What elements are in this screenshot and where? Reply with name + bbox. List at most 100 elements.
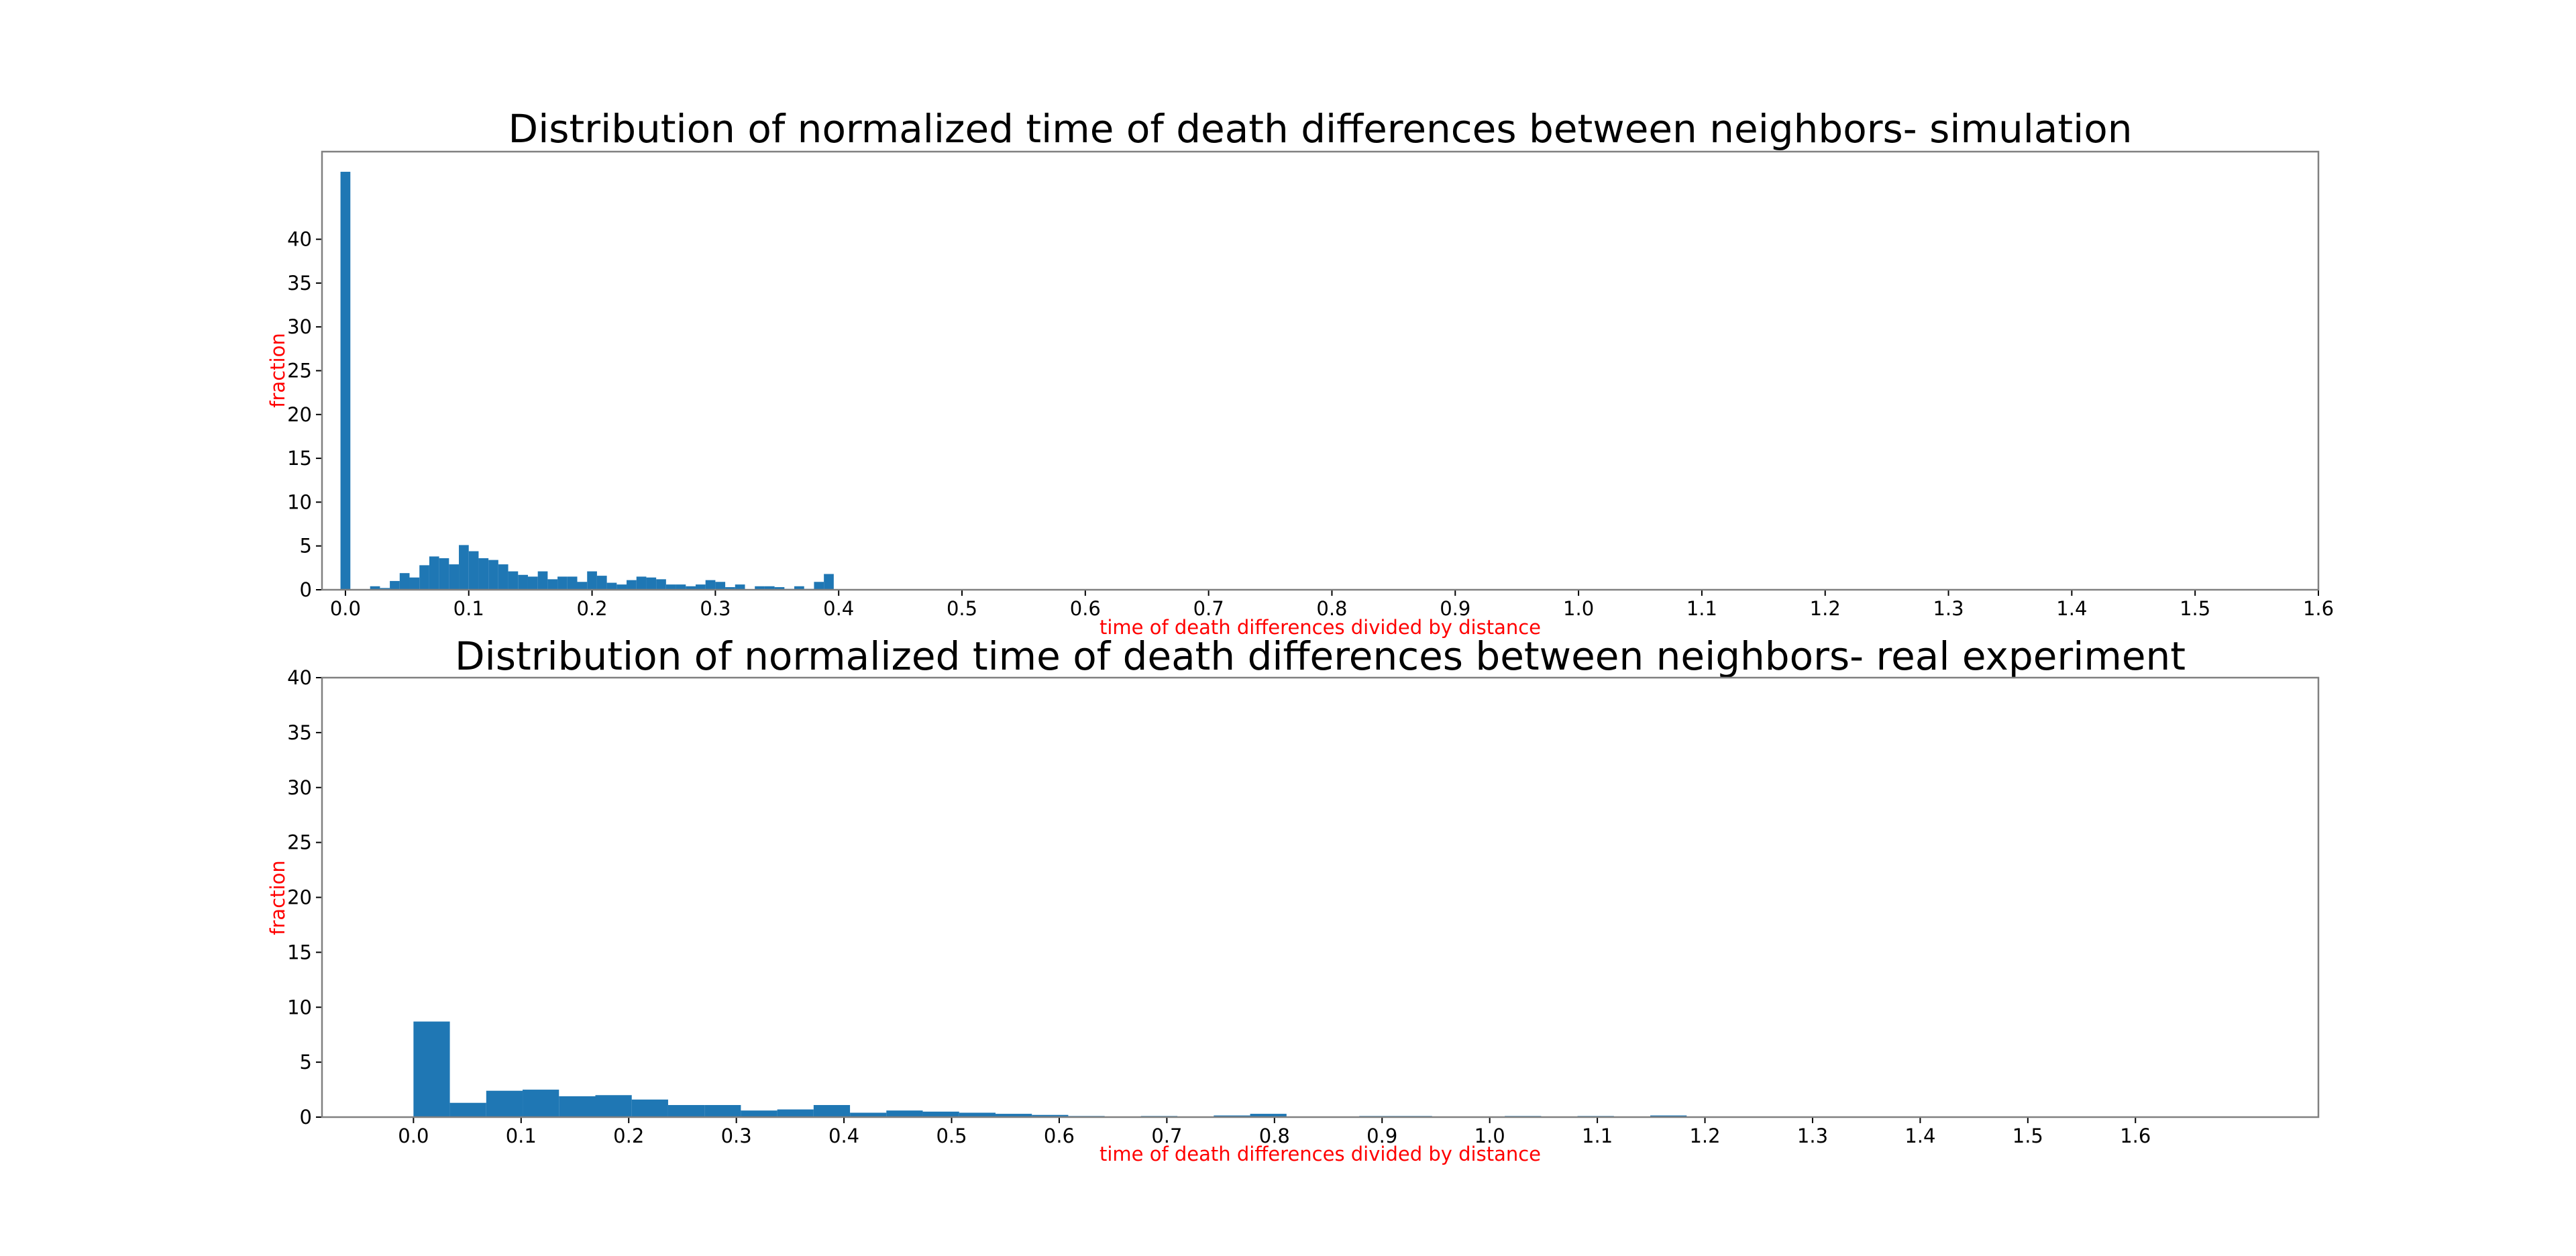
simulation-bar (814, 582, 824, 590)
real-experiment-y-tick-label: 35 (287, 721, 312, 744)
simulation-y-tick-label: 5 (300, 535, 312, 558)
simulation-bar (715, 582, 726, 590)
real-experiment-bar (813, 1104, 851, 1117)
simulation-bar (449, 564, 460, 590)
simulation-x-tick-label: 0.4 (823, 597, 854, 620)
real-experiment-x-tick-label: 1.5 (2012, 1124, 2043, 1147)
simulation-bar (606, 582, 617, 590)
real-experiment-chart: Distribution of normalized time of death… (266, 633, 2320, 1165)
simulation-x-tick-label: 0.3 (700, 597, 731, 620)
simulation-bar (340, 172, 351, 590)
simulation-axes-frame (321, 150, 2320, 591)
simulation-bar (794, 586, 804, 590)
simulation-x-axis-ticks: 0.0 0.1 0.2 0.3 0.4 0.5 0.6 0.7 0.8 0.9 1.0 1.1 1.2 1… (330, 590, 2334, 620)
real-experiment-bar (1250, 1114, 1287, 1117)
simulation-bar (656, 579, 666, 590)
simulation-chart: Distribution of normalized time of death… (266, 106, 2334, 639)
simulation-bar (676, 584, 686, 590)
simulation-x-tick-label: 0.5 (947, 597, 977, 620)
simulation-bar (399, 573, 410, 590)
simulation-y-tick-label: 35 (287, 272, 312, 295)
real-experiment-x-tick-label: 1.2 (1689, 1124, 1720, 1147)
real-experiment-x-tick-label: 0.3 (721, 1124, 752, 1147)
real-experiment-bar (631, 1099, 668, 1117)
real-experiment-bar (995, 1114, 1032, 1117)
simulation-x-tick-label: 0.8 (1316, 597, 1347, 620)
simulation-x-tick-label: 0.2 (576, 597, 607, 620)
simulation-y-tick-label: 25 (287, 360, 312, 382)
real-experiment-bar (486, 1090, 523, 1117)
real-experiment-bar (922, 1111, 959, 1117)
simulation-bar (587, 571, 597, 590)
simulation-bar (567, 576, 578, 590)
simulation-bar (824, 574, 834, 590)
real-experiment-y-tick-label: 30 (287, 776, 312, 799)
simulation-bar (380, 588, 390, 590)
simulation-bar (537, 571, 548, 590)
simulation-bar (547, 579, 558, 590)
simulation-bar (616, 584, 627, 590)
simulation-x-tick-label: 0.7 (1193, 597, 1224, 620)
real-experiment-x-tick-label: 0.5 (936, 1124, 967, 1147)
simulation-bar (705, 580, 716, 590)
simulation-x-tick-label: 0.0 (330, 597, 361, 620)
real-experiment-y-tick-label: 0 (300, 1106, 312, 1129)
simulation-y-axis-ticks: 0 5 10 15 20 25 30 35 40 (287, 228, 322, 601)
simulation-x-tick-label: 0.6 (1070, 597, 1101, 620)
real-experiment-x-axis-ticks: 0.0 0.1 0.2 0.3 0.4 0.5 0.6 0.7 0.8 0.9 1.0 1.1 1.2 1… (398, 1117, 2151, 1147)
simulation-bar (370, 586, 380, 590)
real-experiment-bar (1032, 1114, 1069, 1117)
simulation-bar (596, 576, 607, 590)
simulation-bar (735, 584, 745, 590)
simulation-bar (577, 582, 588, 590)
simulation-bar (636, 576, 647, 590)
simulation-x-tick-label: 1.0 (1563, 597, 1594, 620)
simulation-x-tick-label: 1.6 (2303, 597, 2334, 620)
simulation-bar (695, 584, 706, 590)
real-experiment-x-axis-label: time of death differences divided by dis… (1099, 1143, 1541, 1165)
real-experiment-x-tick-label: 1.0 (1474, 1124, 1505, 1147)
simulation-bar (646, 577, 657, 590)
real-experiment-y-tick-label: 25 (287, 831, 312, 854)
simulation-x-tick-label: 1.3 (1933, 597, 1964, 620)
simulation-chart-title: Distribution of normalized time of death… (508, 106, 2133, 152)
simulation-bar (764, 586, 775, 590)
simulation-bars (340, 172, 834, 590)
real-experiment-x-tick-label: 1.3 (1797, 1124, 1828, 1147)
real-experiment-bar (850, 1112, 887, 1117)
simulation-x-axis-label: time of death differences divided by dis… (1099, 616, 1541, 639)
real-experiment-bar (595, 1095, 632, 1117)
simulation-bar (468, 551, 479, 590)
simulation-bar (725, 587, 735, 590)
real-experiment-y-axis-label: fraction (266, 860, 289, 935)
real-experiment-y-tick-label: 10 (287, 996, 312, 1018)
simulation-x-tick-label: 1.2 (1810, 597, 1841, 620)
simulation-bar (459, 545, 469, 590)
real-experiment-bars (413, 1021, 2196, 1117)
simulation-bar (518, 574, 528, 590)
real-experiment-bar (886, 1110, 923, 1117)
simulation-bar (419, 565, 429, 590)
real-experiment-bar (413, 1021, 450, 1117)
simulation-bar (390, 580, 400, 590)
real-experiment-bar (667, 1104, 705, 1117)
real-experiment-chart-title: Distribution of normalized time of death… (455, 633, 2186, 679)
simulation-bar (527, 576, 538, 590)
simulation-x-tick-label: 0.9 (1440, 597, 1470, 620)
real-experiment-x-tick-label: 0.9 (1366, 1124, 1397, 1147)
simulation-bar (665, 584, 676, 590)
simulation-bar (557, 576, 568, 590)
real-experiment-bar (741, 1110, 777, 1117)
simulation-bar (478, 558, 489, 590)
real-experiment-x-tick-label: 0.7 (1151, 1124, 1182, 1147)
simulation-y-tick-label: 10 (287, 490, 312, 513)
real-experiment-y-tick-label: 40 (287, 666, 312, 689)
simulation-x-tick-label: 0.1 (453, 597, 484, 620)
real-experiment-x-tick-label: 1.1 (1582, 1124, 1613, 1147)
simulation-x-tick-label: 1.1 (1686, 597, 1717, 620)
real-experiment-bar (523, 1090, 559, 1117)
simulation-bar (686, 586, 696, 590)
real-experiment-y-tick-label: 5 (300, 1051, 312, 1074)
simulation-y-tick-label: 15 (287, 447, 312, 470)
